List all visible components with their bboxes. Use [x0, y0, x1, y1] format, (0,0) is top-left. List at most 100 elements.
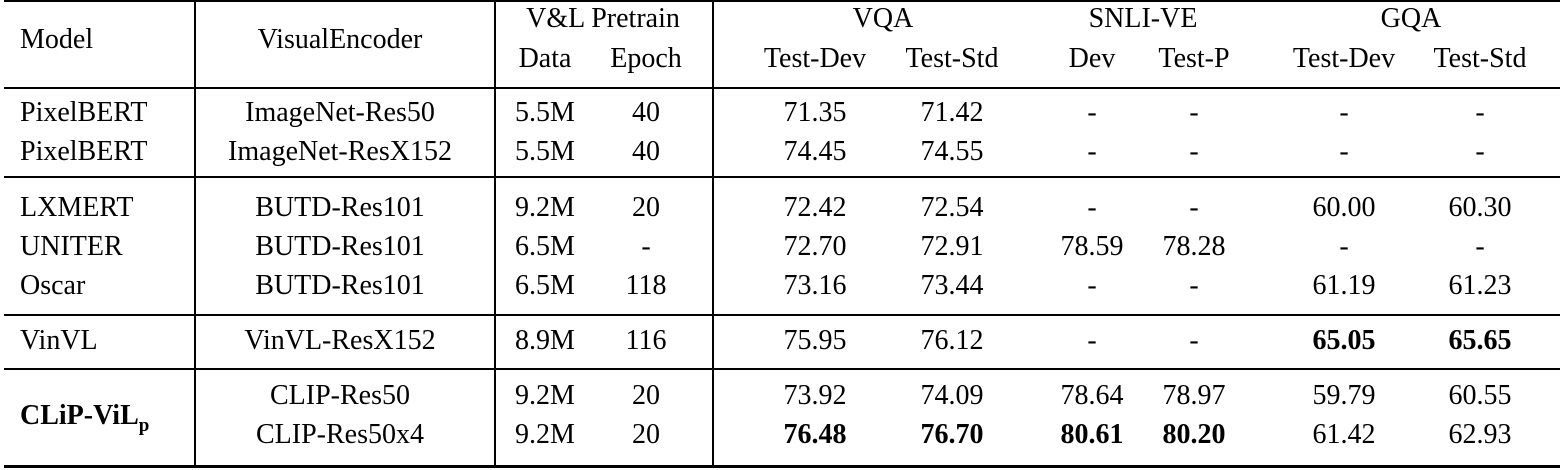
cell-gqa-teststd: -: [1475, 136, 1485, 167]
header-pretrain-data: Data: [518, 43, 572, 74]
clip-vil-subscript: p: [138, 415, 150, 436]
cell-epoch: -: [641, 231, 651, 262]
cell-vqa-testdev: 73.92: [783, 380, 847, 411]
cell-vqa-testdev: 72.70: [783, 231, 847, 262]
cell-gqa-testdev: -: [1339, 231, 1349, 262]
cell-vqa-testdev: 73.16: [783, 270, 847, 301]
cell-model: VinVL: [20, 325, 98, 356]
cell-encoder: CLIP-Res50: [270, 380, 410, 411]
cell-gqa-teststd: 61.23: [1448, 270, 1512, 301]
header-vqa: VQA: [852, 3, 914, 34]
cell-snli-testp: 80.20: [1162, 419, 1226, 450]
cell-epoch: 118: [625, 270, 667, 301]
cell-model: PixelBERT: [20, 136, 148, 167]
cell-encoder: BUTD-Res101: [255, 231, 425, 262]
cell-snli-dev: -: [1087, 270, 1097, 301]
header-gqa: GQA: [1380, 3, 1442, 34]
top-rule: [4, 0, 1560, 2]
cell-snli-testp: 78.28: [1162, 231, 1226, 262]
cell-epoch: 116: [625, 325, 667, 356]
cell-gqa-teststd: 62.93: [1448, 419, 1512, 450]
cell-gqa-testdev: -: [1339, 97, 1349, 128]
cell-vqa-teststd: 76.70: [920, 419, 984, 450]
cell-snli-testp: -: [1189, 192, 1199, 223]
cell-gqa-testdev: 61.42: [1312, 419, 1376, 450]
header-snli-dev: Dev: [1068, 43, 1116, 74]
cell-data: 6.5M: [515, 270, 575, 301]
cell-model: UNITER: [20, 231, 123, 262]
header-vqa-testdev: Test-Dev: [763, 43, 867, 74]
col-divider-pretrain: [712, 0, 714, 468]
cell-gqa-testdev: 65.05: [1312, 325, 1376, 356]
cell-data: 9.2M: [515, 192, 575, 223]
cell-epoch: 40: [632, 136, 660, 167]
cell-gqa-teststd: 65.65: [1448, 325, 1512, 356]
cell-vqa-teststd: 74.09: [920, 380, 984, 411]
header-gqa-testdev: Test-Dev: [1292, 43, 1396, 74]
col-divider-encoder: [494, 0, 496, 468]
cell-gqa-testdev: 59.79: [1312, 380, 1376, 411]
header-visual-encoder: VisualEncoder: [257, 24, 423, 55]
header-vqa-teststd: Test-Std: [905, 43, 999, 74]
cell-encoder: BUTD-Res101: [255, 192, 425, 223]
header-pretrain-epoch: Epoch: [610, 43, 682, 74]
cell-gqa-teststd: -: [1475, 97, 1485, 128]
cell-vqa-testdev: 75.95: [783, 325, 847, 356]
cell-snli-dev: -: [1087, 192, 1097, 223]
cell-data: 8.9M: [515, 325, 575, 356]
cell-encoder: CLIP-Res50x4: [256, 419, 424, 450]
cell-data: 9.2M: [515, 380, 575, 411]
cell-vqa-testdev: 76.48: [783, 419, 847, 450]
header-snli: SNLI-VE: [1088, 3, 1198, 34]
header-snli-testp: Test-P: [1158, 43, 1230, 74]
cell-epoch: 20: [632, 192, 660, 223]
cell-gqa-teststd: 60.55: [1448, 380, 1512, 411]
cell-data: 5.5M: [515, 136, 575, 167]
cell-snli-dev: -: [1087, 136, 1097, 167]
group-rule-1: [4, 176, 1560, 178]
cell-vqa-testdev: 74.45: [783, 136, 847, 167]
cell-encoder: BUTD-Res101: [255, 270, 425, 301]
cell-model: PixelBERT: [20, 97, 148, 128]
header-model: Model: [20, 24, 94, 55]
cell-gqa-teststd: 60.30: [1448, 192, 1512, 223]
header-gqa-teststd: Test-Std: [1433, 43, 1527, 74]
cell-snli-testp: -: [1189, 270, 1199, 301]
cell-vqa-testdev: 72.42: [783, 192, 847, 223]
cell-vqa-teststd: 73.44: [920, 270, 984, 301]
cell-encoder: VinVL-ResX152: [244, 325, 436, 356]
cell-gqa-testdev: -: [1339, 136, 1349, 167]
cell-vqa-teststd: 74.55: [920, 136, 984, 167]
cell-snli-dev: 78.64: [1060, 380, 1124, 411]
cell-gqa-teststd: -: [1475, 231, 1485, 262]
cell-epoch: 40: [632, 97, 660, 128]
cell-vqa-teststd: 72.54: [920, 192, 984, 223]
cell-snli-testp: 78.97: [1162, 380, 1226, 411]
bottom-rule: [4, 465, 1560, 468]
header-pretrain: V&L Pretrain: [526, 3, 680, 34]
cell-gqa-testdev: 60.00: [1312, 192, 1376, 223]
cell-snli-testp: -: [1189, 97, 1199, 128]
cell-snli-dev: -: [1087, 325, 1097, 356]
cell-encoder: ImageNet-ResX152: [228, 136, 452, 167]
clip-vil-model-label: CLiP-ViLp: [20, 400, 149, 436]
cell-vqa-teststd: 76.12: [920, 325, 984, 356]
group-rule-2: [4, 314, 1560, 316]
group-rule-3: [4, 368, 1560, 370]
cell-vqa-teststd: 71.42: [920, 97, 984, 128]
cell-data: 6.5M: [515, 231, 575, 262]
cell-snli-dev: -: [1087, 97, 1097, 128]
cell-data: 5.5M: [515, 97, 575, 128]
cell-gqa-testdev: 61.19: [1312, 270, 1376, 301]
cell-model: LXMERT: [20, 192, 134, 223]
cell-vqa-teststd: 72.91: [920, 231, 984, 262]
cell-encoder: ImageNet-Res50: [245, 97, 435, 128]
cell-epoch: 20: [632, 380, 660, 411]
cell-vqa-testdev: 71.35: [783, 97, 847, 128]
clip-vil-name: CLiP-ViL: [20, 400, 139, 431]
cell-data: 9.2M: [515, 419, 575, 450]
cell-snli-dev: 80.61: [1060, 419, 1124, 450]
cell-epoch: 20: [632, 419, 660, 450]
cell-snli-testp: -: [1189, 325, 1199, 356]
